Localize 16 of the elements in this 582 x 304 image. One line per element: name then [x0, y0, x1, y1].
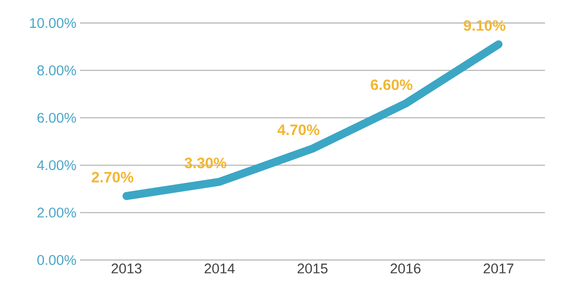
x-tick-label: 2017 [484, 264, 514, 274]
x-tick-label: 2015 [298, 264, 328, 274]
y-tick-label: 2.00% [37, 208, 76, 218]
data-label: 2.70% [92, 172, 134, 182]
y-tick-label: 8.00% [37, 65, 76, 76]
x-tick-label: 2014 [204, 264, 235, 274]
y-tick-label: 6.00% [38, 112, 76, 123]
y-tick-label: 4.00% [37, 160, 76, 170]
x-tick-label: 2016 [390, 264, 420, 274]
y-tick-label: 10.00% [30, 18, 76, 28]
data-label: 3.30% [184, 158, 226, 168]
y-tick-label: 0.00% [37, 255, 76, 265]
data-label: 4.70% [277, 124, 320, 136]
x-tick-label: 2013 [112, 264, 142, 274]
data-label: 9.10% [464, 20, 506, 31]
data-label: 6.60% [370, 79, 412, 90]
